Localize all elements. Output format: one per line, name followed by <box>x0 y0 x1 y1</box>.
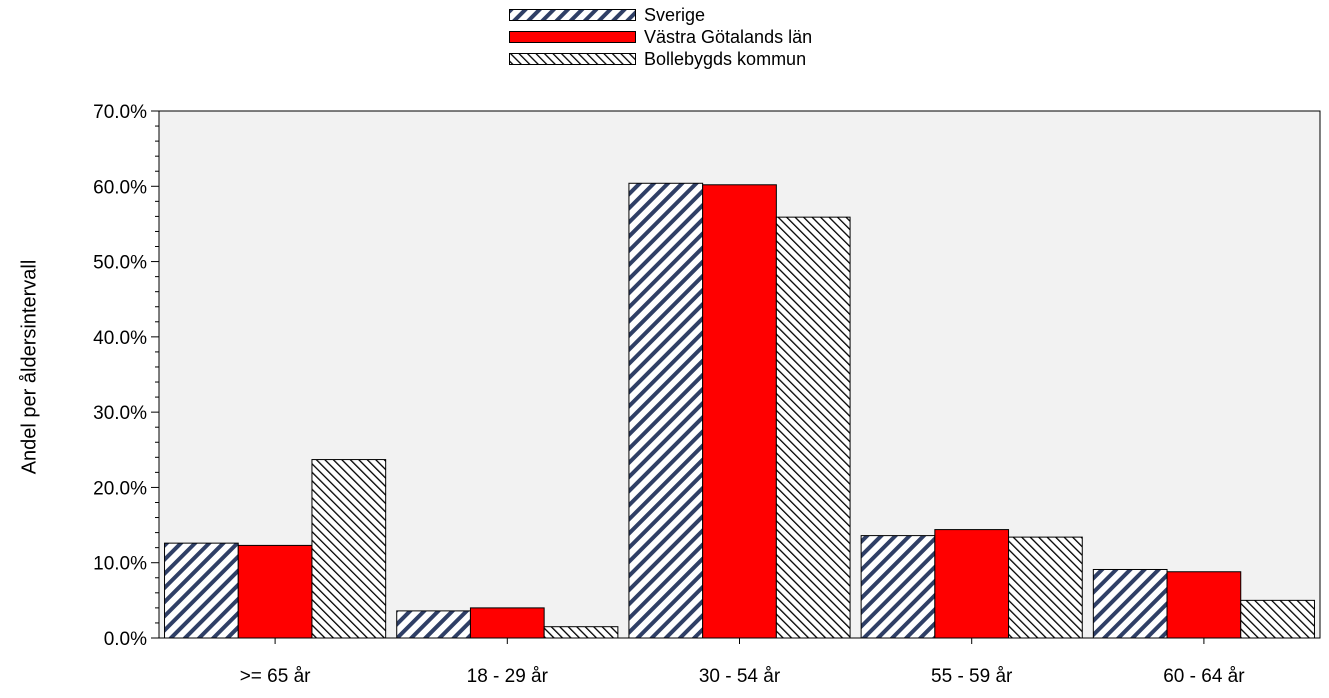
bar-sverige <box>628 182 704 639</box>
bar-bollebygd <box>543 626 619 639</box>
y-tick-label: 0.0% <box>104 629 147 650</box>
y-tick-label: 10.0% <box>93 554 147 575</box>
x-tick-label: 55 - 59 år <box>931 666 1013 687</box>
bar-vastra-gotaland <box>702 184 777 639</box>
bar-vastra-gotaland <box>934 529 1010 639</box>
legend-swatch-bollebygd <box>509 53 636 65</box>
y-axis-label: Andel per åldersintervall <box>18 259 41 475</box>
legend-label-bollebygd: Bollebygds kommun <box>644 49 807 69</box>
bar-bollebygd <box>1008 536 1083 639</box>
bar-bollebygd <box>311 459 387 639</box>
bar-vastra-gotaland <box>469 607 545 639</box>
y-axis: 0.0% 10.0% 20.0% 30.0% 40.0% 50.0% 60.0% 70.0% <box>93 102 159 650</box>
x-tick-label: 60 - 64 år <box>1163 666 1245 687</box>
legend: Sverige Västra Götalands län Bollebygds … <box>509 4 812 70</box>
y-tick-label: 40.0% <box>93 328 147 349</box>
legend-swatch-vastra-gotaland <box>509 31 636 43</box>
bar-sverige <box>396 610 471 639</box>
bar-vastra-gotaland <box>1166 571 1242 639</box>
legend-label-vastra-gotaland: Västra Götalands län <box>644 27 813 47</box>
x-axis: >= 65 år 18 - 29 år 30 - 54 år 55 - 59 år 60… <box>240 638 1245 687</box>
legend-item-vastra-gotaland: Västra Götalands län <box>509 26 812 48</box>
bar-sverige <box>860 535 936 639</box>
y-tick-label: 70.0% <box>93 102 147 123</box>
y-tick-label: 60.0% <box>93 177 147 198</box>
x-tick-label: >= 65 år <box>240 666 311 687</box>
legend-swatch-sverige <box>509 9 636 21</box>
y-tick-label: 20.0% <box>93 478 147 499</box>
bar-bollebygd <box>775 216 851 639</box>
bar-vastra-gotaland <box>237 544 313 639</box>
y-tick-label: 30.0% <box>93 403 147 424</box>
legend-item-bollebygd: Bollebygds kommun <box>509 48 812 70</box>
x-tick-label: 18 - 29 år <box>467 666 549 687</box>
bar-bollebygd <box>1240 599 1315 639</box>
x-tick-label: 30 - 54 år <box>699 666 781 687</box>
legend-item-sverige: Sverige <box>509 4 812 26</box>
bars <box>164 182 1315 639</box>
legend-label-sverige: Sverige <box>644 5 706 25</box>
bar-sverige <box>1092 568 1168 639</box>
bar-sverige <box>164 542 239 639</box>
y-tick-label: 50.0% <box>93 253 147 274</box>
